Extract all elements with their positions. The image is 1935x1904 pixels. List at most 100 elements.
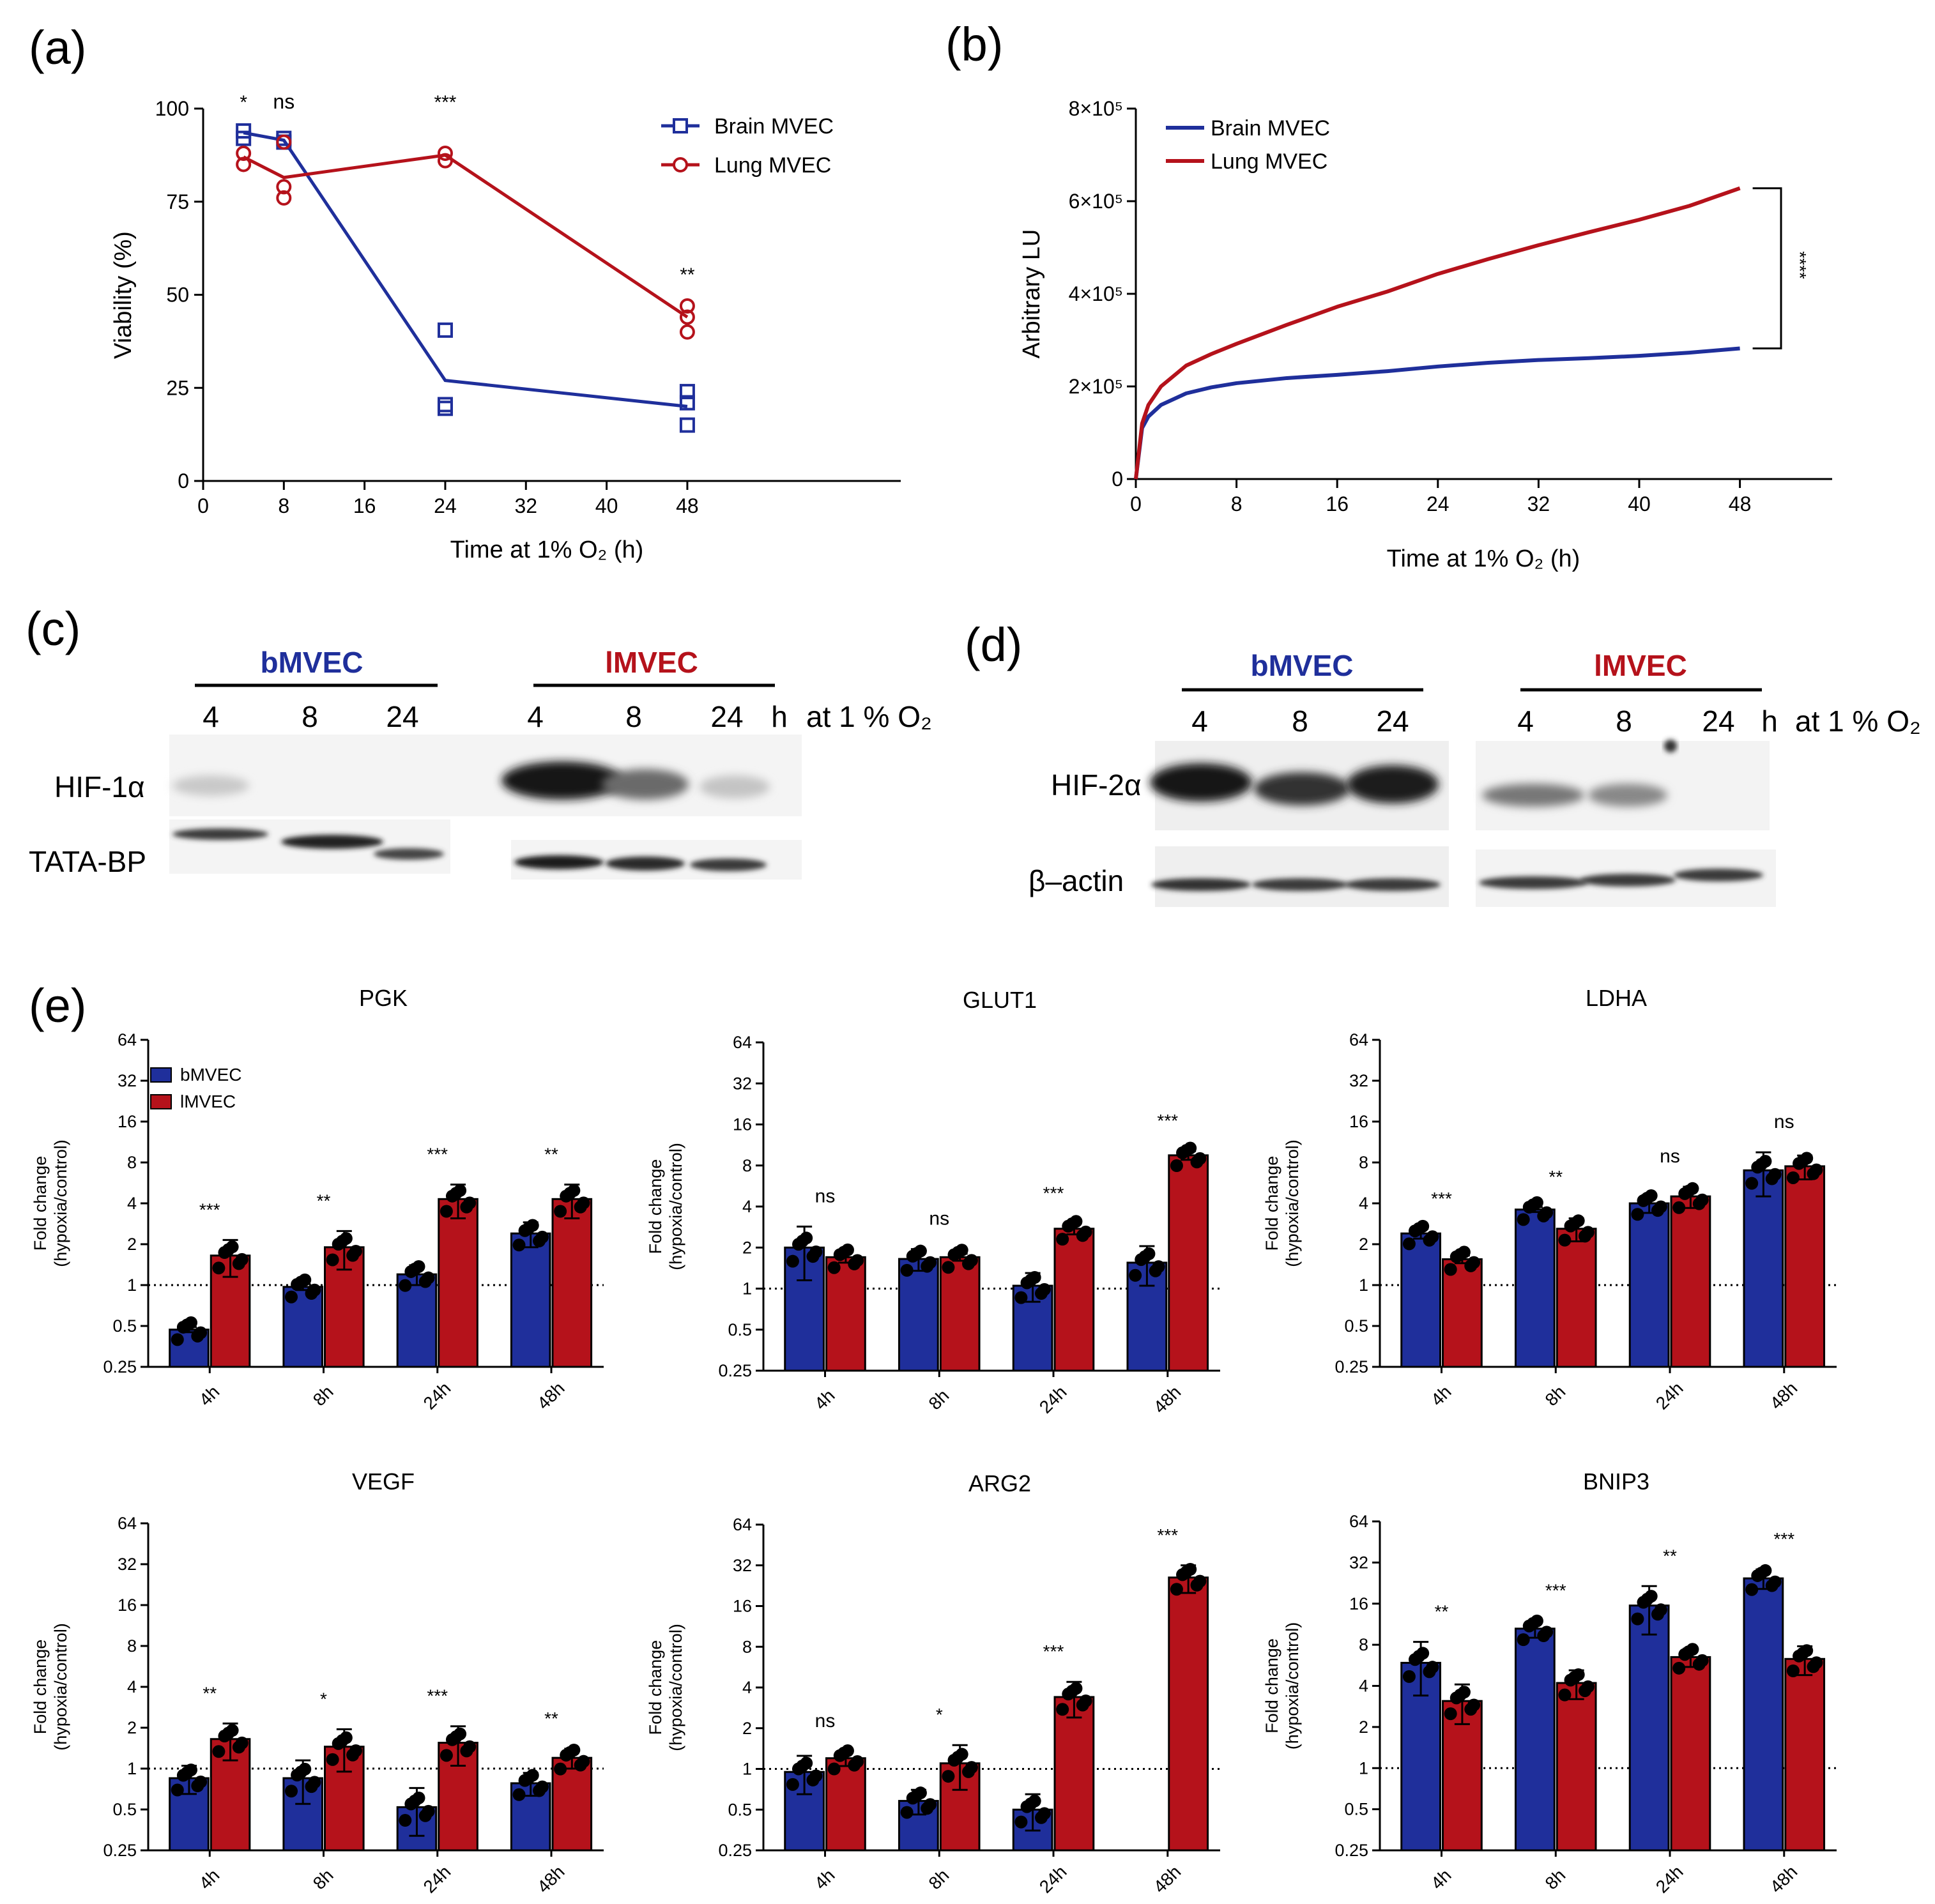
replicate-dot [1568, 1671, 1581, 1684]
replicate-dot [900, 1263, 914, 1277]
bmvec-bar [510, 1232, 551, 1368]
panel-title: VEGF [352, 1468, 415, 1495]
blot-c-protein-tatabp: TATA-BP [29, 845, 146, 878]
y-tick-label: 25 [166, 376, 189, 399]
panel-title: LDHA [1586, 985, 1647, 1011]
y-tick-label: 0.5 [728, 1800, 752, 1819]
panel-title: GLUT1 [963, 987, 1037, 1013]
replicate-dot [962, 1257, 975, 1270]
x-tick-label: 8h [1541, 1865, 1570, 1893]
bmvec-bar [1515, 1208, 1556, 1368]
replicate-dot [1745, 1177, 1759, 1190]
replicate-dot [1682, 1184, 1695, 1198]
y-axis-title-line2: (hypoxia/control) [666, 1624, 685, 1751]
y-axis-title-line2: (hypoxia/control) [1283, 1622, 1302, 1750]
replicate-dot [1180, 1144, 1193, 1157]
replicate-dot [1076, 1698, 1089, 1712]
replicate-dot [1129, 1268, 1142, 1282]
replicate-dot [1537, 1629, 1550, 1643]
significance-label: *** [434, 92, 456, 113]
x-tick-label: 0 [1130, 492, 1142, 515]
replicate-dot [796, 1759, 809, 1772]
significance-label: ns [273, 90, 294, 113]
replicate-dot [942, 1261, 955, 1274]
blot-c-lane-2: 8 [302, 700, 318, 733]
significance-label: * [240, 92, 247, 113]
brain-data-point [679, 395, 695, 411]
lmvec-bar [825, 1256, 866, 1372]
lung-data-point [679, 324, 695, 340]
replicate-dot [1056, 1233, 1069, 1246]
x-tick-label: 4h [1427, 1865, 1455, 1893]
replicate-dot [1755, 1566, 1768, 1580]
replicate-dot [305, 1287, 318, 1300]
bmvec-bar [1515, 1627, 1556, 1852]
replicate-dot [440, 1205, 453, 1218]
replicate-dot [408, 1262, 422, 1276]
replicate-dot [951, 1751, 965, 1764]
y-tick-label: 50 [166, 284, 189, 307]
replicate-dot [1024, 1797, 1037, 1811]
blot-d-band [1254, 772, 1350, 805]
blot-c-band [690, 858, 767, 871]
replicate-dot [1558, 1688, 1572, 1702]
legend-lmvec-swatch [150, 1094, 172, 1109]
replicate-dot [848, 1257, 861, 1270]
x-tick-label: 24h [1652, 1378, 1687, 1413]
viability-chart: 0 25 50 75 100 0 8 16 24 32 40 48 Time at 1% O₂ (h) V… [110, 90, 901, 563]
legend-brain-label: Brain MVEC [1211, 116, 1330, 141]
replicate-dot [1641, 1592, 1654, 1606]
replicate-dot [806, 1773, 820, 1786]
replicate-dot [910, 1247, 923, 1260]
replicate-dot [1579, 1230, 1592, 1243]
replicate-dot [827, 1261, 841, 1274]
significance-label: * [320, 1689, 327, 1709]
brain-data-point [437, 397, 453, 413]
blot-d-condition: at 1 % O₂ [1795, 704, 1921, 738]
blot-c-band [281, 835, 383, 849]
x-tick-label: 48h [1150, 1382, 1185, 1417]
replicate-dot [399, 1279, 412, 1292]
y-tick-label: 64 [1349, 1030, 1368, 1049]
significance-label: *** [1431, 1189, 1452, 1208]
y-tick-label: 64 [118, 1514, 137, 1533]
replicate-dot [1631, 1612, 1644, 1626]
replicate-dot [1412, 1650, 1426, 1663]
y-tick-label: 1 [1359, 1276, 1368, 1295]
significance-label: *** [1545, 1580, 1566, 1600]
replicate-dot [962, 1765, 975, 1778]
replicate-dot [346, 1748, 360, 1762]
replicate-dot [212, 1261, 226, 1275]
y-tick-label: 2 [742, 1719, 752, 1738]
blot-d-lane-1: 4 [1191, 704, 1208, 738]
brain-data-point [679, 417, 695, 433]
replicate-dot [460, 1200, 473, 1214]
replicate-dot [1464, 1259, 1478, 1272]
replicate-dot [346, 1249, 360, 1262]
replicate-dot [910, 1789, 923, 1802]
significance-label: ** [1549, 1167, 1563, 1187]
replicate-dot [1641, 1191, 1654, 1205]
replicate-dot [574, 1200, 587, 1214]
replicate-dot [563, 1746, 577, 1759]
panel-title: BNIP3 [1583, 1468, 1649, 1495]
replicate-dot [399, 1814, 412, 1827]
blot-c-group-bmvec: bMVEC [261, 646, 363, 679]
replicate-dot [1423, 1233, 1436, 1247]
blot-c-condition: at 1 % O₂ [806, 700, 932, 733]
replicate-dot [1796, 1154, 1810, 1168]
panel-title: PGK [359, 985, 408, 1011]
x-tick-label: 4h [195, 1382, 224, 1410]
x-tick-label: 48h [533, 1378, 569, 1413]
replicate-dot [232, 1740, 245, 1754]
lmvec-bar [551, 1756, 593, 1852]
legend-lung-marker [673, 157, 688, 172]
blot-c-unit: h [771, 700, 788, 733]
y-tick-label: 6×10⁵ [1069, 190, 1123, 213]
blot-d-band [1482, 784, 1584, 807]
y-axis-title-line2: (hypoxia/control) [51, 1623, 70, 1751]
replicate-dot [460, 1744, 473, 1758]
lmvec-bar [1556, 1228, 1597, 1368]
significance-label: *** [1157, 1525, 1178, 1545]
significance-label: * [936, 1705, 943, 1725]
